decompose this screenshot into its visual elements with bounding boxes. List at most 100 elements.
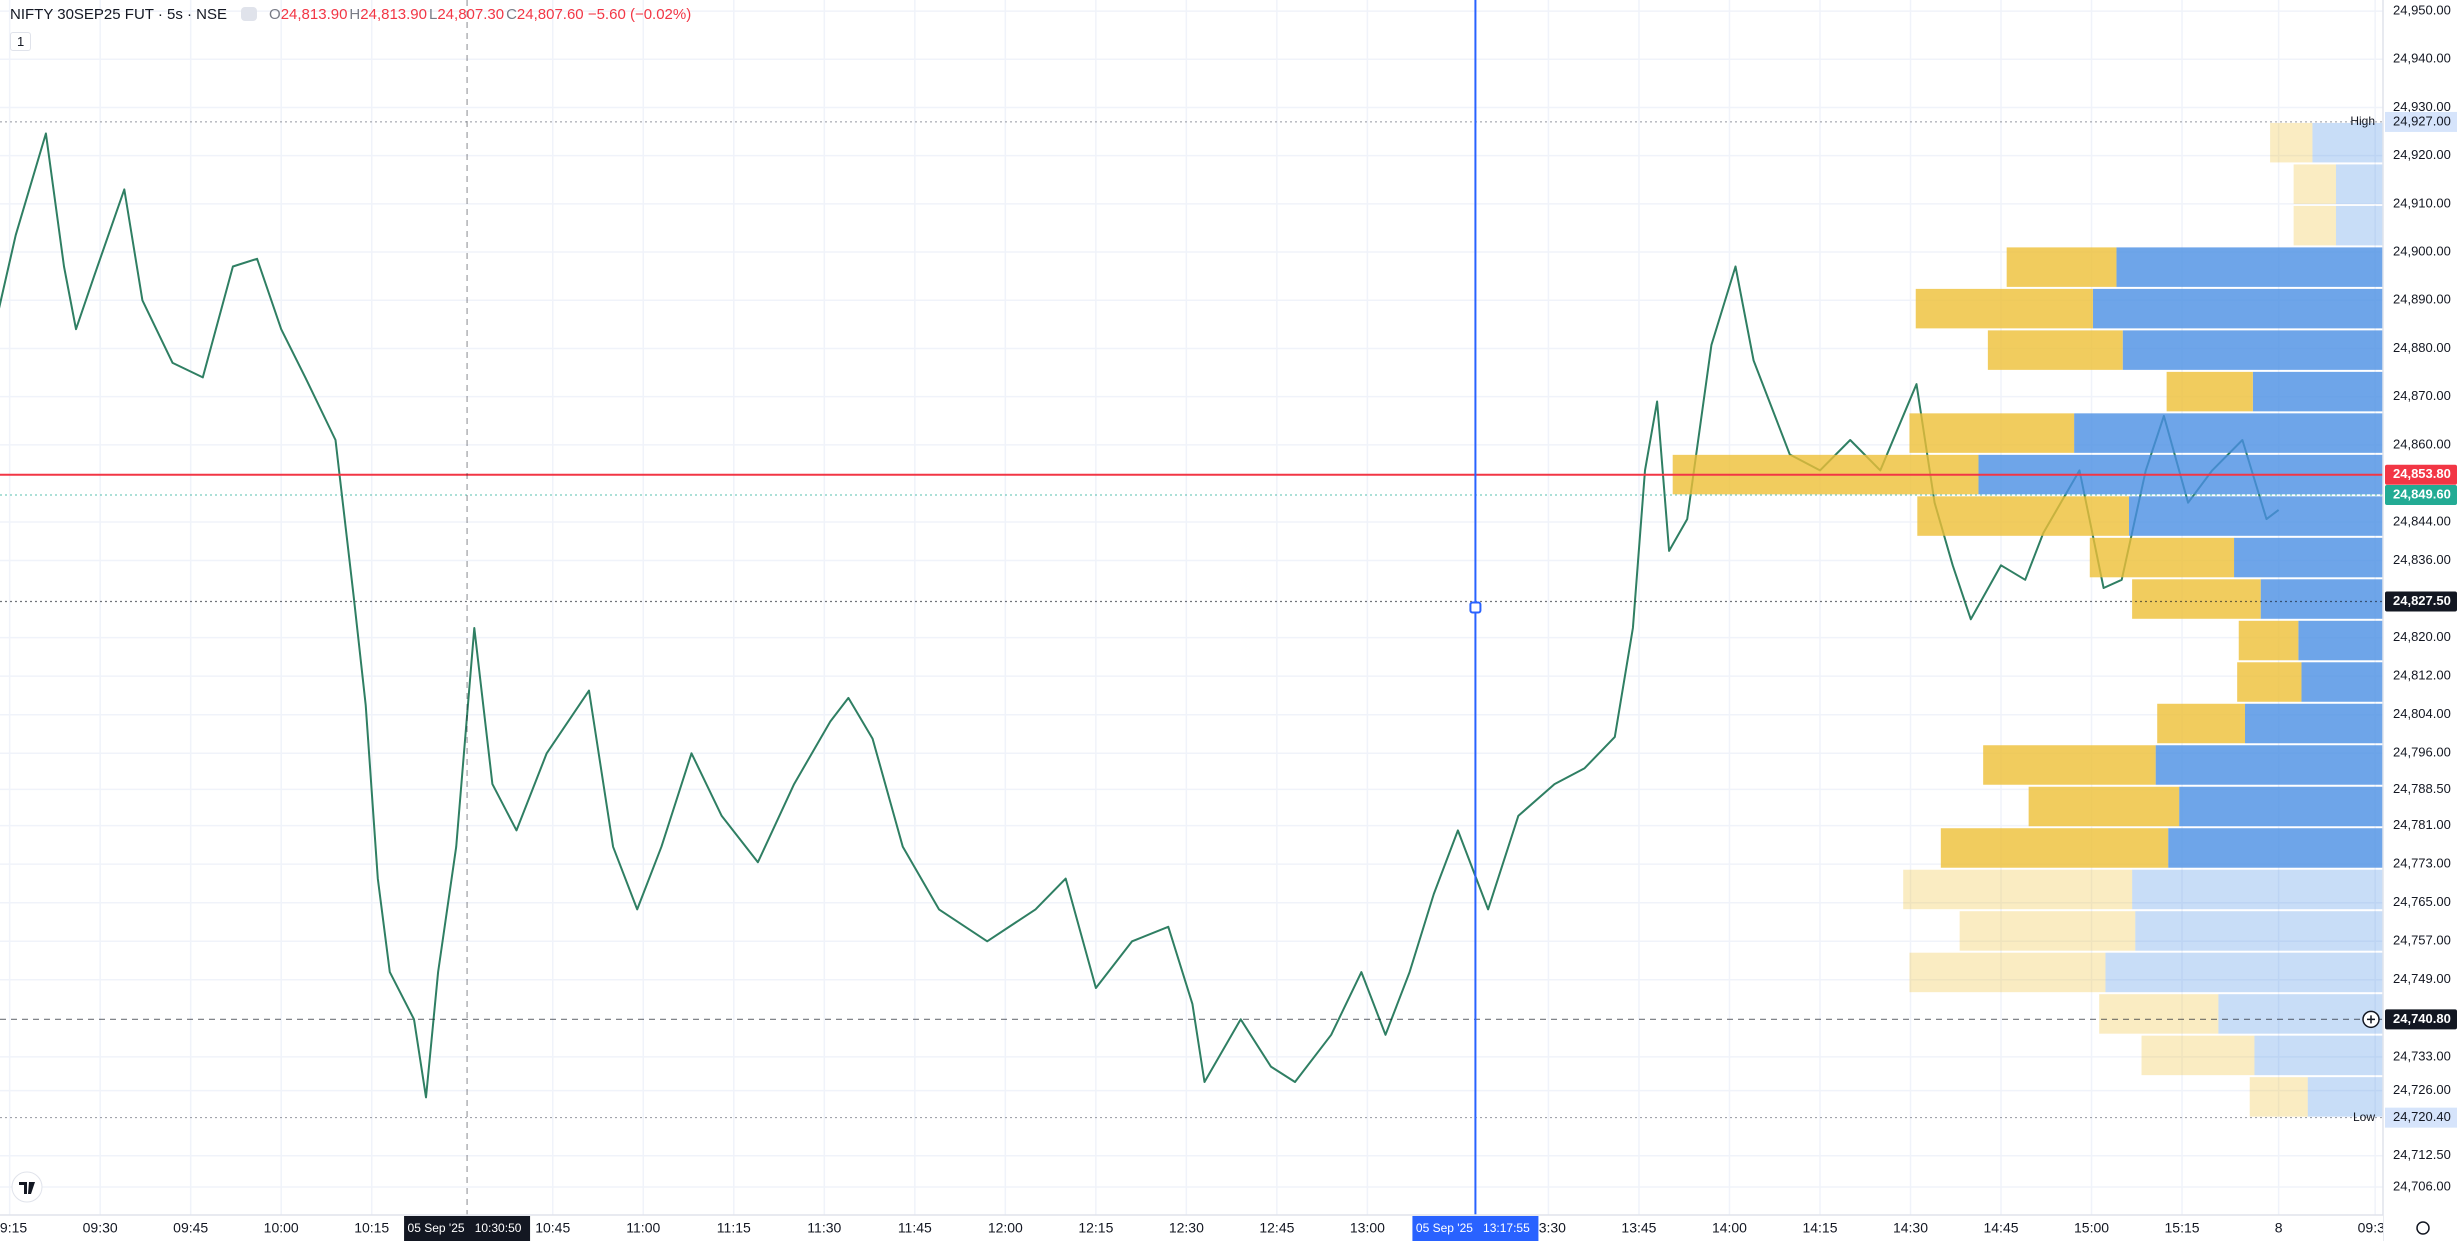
x-tick-label: 12:00: [988, 1220, 1023, 1236]
crosshair-plus: [2367, 1015, 2375, 1024]
time-marker-time: 10:30:50: [475, 1221, 522, 1235]
ohlc-key: C: [506, 6, 517, 23]
x-tick-label: 12:45: [1259, 1220, 1294, 1236]
y-tick-label: 24,870.00: [2393, 388, 2451, 403]
profile-down: [2157, 703, 2246, 744]
y-tick-label: 24,820.00: [2393, 629, 2451, 644]
y-tick-label: 24,812.00: [2393, 668, 2451, 683]
profile-up: [2335, 205, 2383, 246]
settings-icon: [2416, 1221, 2430, 1235]
profile-up: [2128, 496, 2383, 536]
x-tick-label: 09:30: [2358, 1220, 2393, 1236]
y-tick-label: 24,765.00: [2393, 894, 2451, 909]
x-tick-label: 12:15: [1078, 1220, 1113, 1236]
profile-down: [2293, 205, 2336, 246]
profile-up: [2245, 703, 2383, 744]
low-label-bg: [2385, 1107, 2457, 1128]
profile-down: [2249, 1077, 2308, 1117]
profile-down: [2166, 371, 2253, 412]
y-tick-label: 24,890.00: [2393, 292, 2451, 307]
symbol: NIFTY 30SEP25 FUT · 5s · NSE: [10, 6, 228, 23]
y-tick-label: 24,880.00: [2393, 340, 2451, 355]
x-tick-label: 14:45: [1983, 1220, 2018, 1236]
y-tick-label: 24,844.00: [2393, 513, 2451, 528]
y-tick-label: 24,836.00: [2393, 552, 2451, 567]
y-tick-label: 24,900.00: [2393, 243, 2451, 258]
x-tick-label: 10:15: [354, 1220, 389, 1236]
x-tick-label: 14:15: [1802, 1220, 1837, 1236]
y-tick-label: 24,706.00: [2393, 1178, 2451, 1193]
ohlc-key: L: [429, 6, 438, 23]
high-label-bg: [2385, 111, 2457, 132]
x-tick-label: 09:15: [0, 1220, 27, 1236]
x-tick-label: 10:45: [535, 1220, 570, 1236]
x-tick-label: 8: [2275, 1220, 2283, 1236]
profile-down: [1915, 288, 2093, 329]
profile-down: [2132, 579, 2261, 619]
profile-up: [2307, 1077, 2383, 1117]
profile-up: [2105, 952, 2383, 993]
y-tick-label: 24,781.00: [2393, 817, 2451, 832]
y-tick-label: 24,749.00: [2393, 971, 2451, 986]
price-label: 24,740.80: [2393, 1011, 2451, 1026]
y-tick-label: 24,950.00: [2393, 3, 2451, 18]
profile-down: [2270, 122, 2313, 163]
y-tick-label: 24,920.00: [2393, 147, 2451, 162]
time-marker-label: [404, 1216, 531, 1241]
profile-up: [2260, 579, 2383, 619]
profile-up: [2135, 911, 2383, 951]
price-label-bg: [2385, 591, 2457, 612]
time-marker-date: 05 Sep '25: [1416, 1221, 1473, 1235]
profile-down: [2006, 247, 2117, 287]
profile-down: [1983, 745, 2156, 785]
low-label: 24,720.40: [2393, 1109, 2451, 1124]
price-label: 24,849.60: [2393, 486, 2451, 501]
high-label: 24,927.00: [2393, 113, 2451, 128]
x-tick-label: 14:00: [1712, 1220, 1747, 1236]
x-tick-label: 11:00: [626, 1220, 660, 1236]
interval-badge[interactable]: 1: [10, 32, 32, 51]
change: −5.60 (−0.02%): [587, 6, 692, 23]
y-tick-label: 24,757.00: [2393, 933, 2451, 948]
time-axis: [0, 1215, 2383, 1241]
y-tick-label: 24,796.00: [2393, 745, 2451, 760]
profile-up: [2254, 1035, 2383, 1076]
low-text: Low: [2353, 1110, 2375, 1124]
time-marker-label: [1412, 1216, 1539, 1241]
time-axis-labels: 09:15 09:30 09:45 10:00 10:15 10:45 11:00 11:15…: [0, 1220, 2393, 1236]
x-tick-label: 13:00: [1350, 1220, 1385, 1236]
profile-down: [2237, 662, 2302, 702]
y-tick-label: 24,773.00: [2393, 856, 2451, 871]
profile-down: [1940, 828, 2169, 868]
y-tick-label: 24,726.00: [2393, 1082, 2451, 1097]
x-tick-label: 10:00: [264, 1220, 299, 1236]
x-tick-label: 15:00: [2074, 1220, 2109, 1236]
profile-down: [1917, 496, 2129, 536]
y-tick-label: 24,804.00: [2393, 706, 2451, 721]
drawing-anchor: [1469, 601, 1482, 614]
y-tick-label: 24,860.00: [2393, 436, 2451, 451]
logo-mark: [19, 1182, 35, 1194]
profile-up: [2155, 745, 2383, 785]
legend-header: NIFTY 30SEP25 FUT · 5s · NSE O24,813.90 H2…: [10, 6, 691, 23]
profile-up: [2168, 828, 2383, 868]
profile-up: [2132, 869, 2383, 910]
price-label: 24,827.50: [2393, 593, 2451, 608]
profile-down: [1903, 869, 2133, 910]
x-tick-label: 13:30: [1531, 1220, 1566, 1236]
profile-down: [1909, 952, 2106, 993]
profile-down: [2141, 1035, 2255, 1076]
profile-up: [2252, 371, 2383, 412]
y-tick-label: 24,712.50: [2393, 1147, 2451, 1162]
profile-down: [2293, 164, 2336, 204]
high-text: High: [2350, 114, 2375, 128]
toggle-icon[interactable]: [241, 7, 258, 21]
profile-down: [2238, 620, 2299, 661]
profile-down: [2099, 994, 2219, 1034]
x-tick-label: 12:30: [1169, 1220, 1204, 1236]
y-tick-label: 24,940.00: [2393, 51, 2451, 66]
profile-up: [2301, 662, 2383, 702]
price-label-bg: [2385, 1009, 2457, 1030]
